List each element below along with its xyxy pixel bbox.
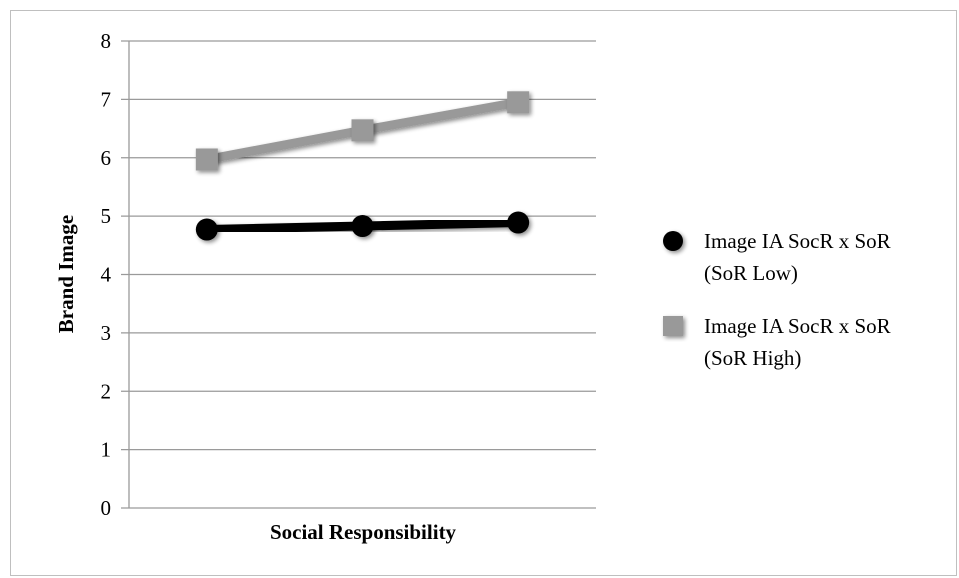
y-tick-label: 0 xyxy=(101,496,112,520)
legend-label-line: (SoR High) xyxy=(704,346,801,370)
y-tick-label: 3 xyxy=(101,321,112,345)
y-tick-label: 8 xyxy=(101,29,112,53)
data-point xyxy=(195,148,218,171)
legend-label-line: Image IA SocR x SoR xyxy=(704,229,891,253)
legend-label-line: Image IA SocR x SoR xyxy=(704,314,891,338)
y-tick-label: 6 xyxy=(101,146,112,170)
y-tick-label: 4 xyxy=(101,263,112,287)
legend-label: Image IA SocR x SoR (SoR High) xyxy=(704,314,891,370)
y-tick-label: 1 xyxy=(101,438,112,462)
series-sor-high xyxy=(195,91,530,171)
data-point xyxy=(195,218,218,241)
series-sor-low xyxy=(195,211,530,241)
x-axis-title: Social Responsibility xyxy=(270,520,457,544)
legend-label: Image IA SocR x SoR (SoR Low) xyxy=(704,229,891,285)
data-point xyxy=(351,119,374,142)
y-tick-label: 5 xyxy=(101,204,112,228)
y-axis-title: Brand Image xyxy=(54,215,78,333)
legend-marker xyxy=(663,231,683,251)
legend-marker xyxy=(663,316,683,336)
legend-entry: Image IA SocR x SoR (SoR Low) xyxy=(643,229,891,285)
y-tick-label: 2 xyxy=(101,379,112,403)
data-point xyxy=(507,91,530,114)
series-group xyxy=(195,91,530,241)
legend-entry: Image IA SocR x SoR (SoR High) xyxy=(643,314,891,370)
y-tick-label: 7 xyxy=(101,87,112,111)
legend-label-line: (SoR Low) xyxy=(704,261,798,285)
data-point xyxy=(351,215,374,238)
y-tick-labels: 0 1 2 3 4 5 6 7 8 xyxy=(101,29,112,520)
data-point xyxy=(507,211,530,234)
legend: Image IA SocR x SoR (SoR Low)Image IA Soc… xyxy=(643,229,891,370)
